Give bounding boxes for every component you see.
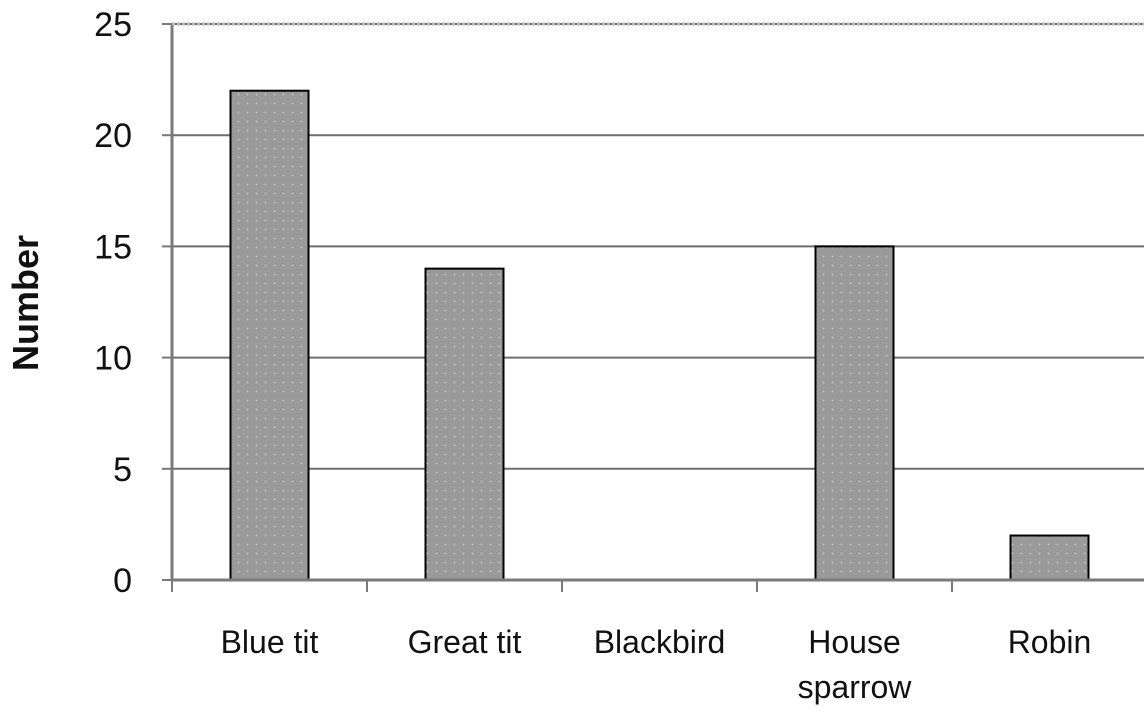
y-tick-label: 20 (94, 117, 132, 155)
y-tick-label: 5 (113, 451, 132, 489)
x-category-label: Blackbird (594, 624, 726, 660)
bar-great-tit (424, 267, 505, 581)
x-category-label: House (808, 624, 901, 660)
bar-blue-tit (229, 89, 310, 581)
x-category-label: Blue tit (221, 624, 319, 660)
y-tick-label: 0 (113, 562, 132, 600)
x-category-labels: Blue tit Great tit Blackbird House sparrow Ro… (221, 624, 1092, 705)
bars (229, 89, 1090, 582)
x-category-label: Great tit (408, 624, 522, 660)
y-tick-labels: 0 5 10 15 20 25 (94, 6, 132, 600)
x-category-label: Robin (1008, 624, 1092, 660)
x-category-label: sparrow (798, 669, 913, 705)
axes (162, 22, 1144, 592)
bar-robin (1009, 534, 1090, 582)
gridlines (172, 23, 1144, 470)
y-tick-label: 15 (94, 228, 132, 266)
y-tick-label: 10 (94, 340, 132, 378)
y-axis-title: Number (5, 235, 46, 371)
bar-house-sparrow (814, 245, 895, 581)
y-tick-label: 25 (94, 6, 132, 44)
